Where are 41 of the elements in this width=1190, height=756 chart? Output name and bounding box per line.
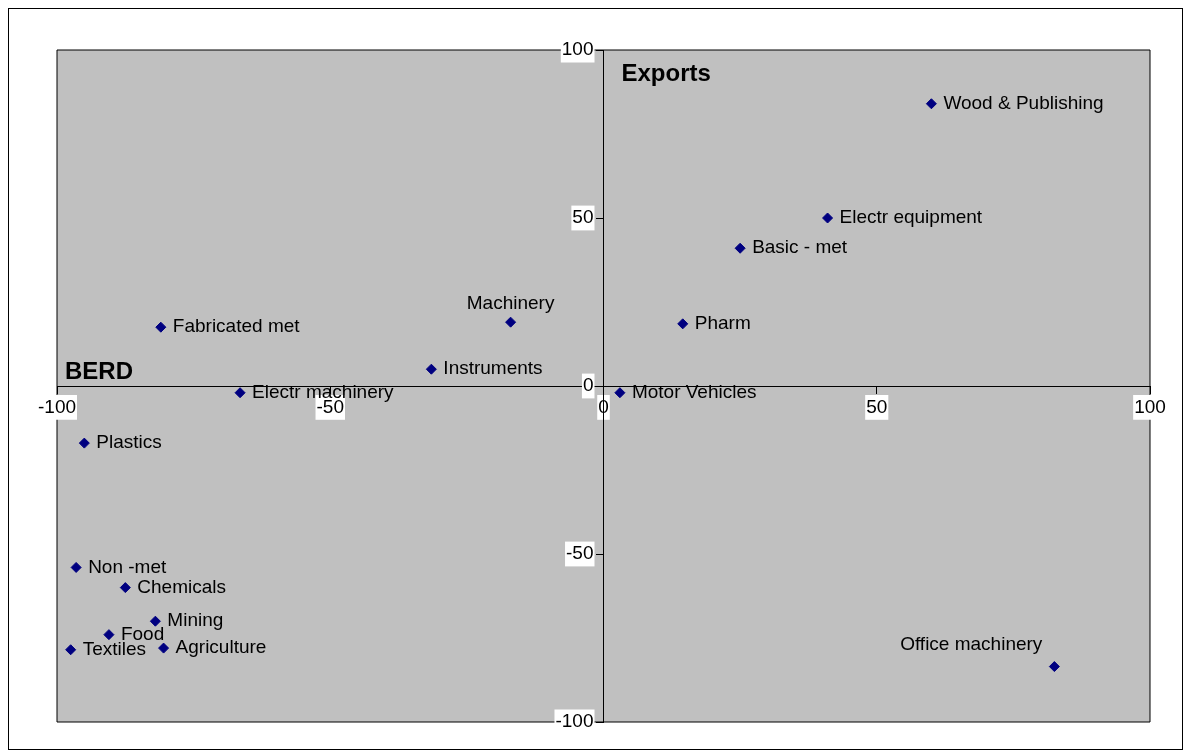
point [103, 629, 115, 641]
data-label: Electr equipment [839, 206, 983, 228]
point [1048, 661, 1060, 673]
point [119, 582, 131, 594]
data-label: Office machinery [900, 632, 1043, 654]
point [234, 387, 246, 399]
data-label: Instruments [443, 357, 543, 379]
x-axis-title: BERD [65, 356, 134, 384]
point [614, 387, 626, 399]
data-label: Motor Vehicles [631, 380, 757, 402]
point [65, 644, 77, 656]
data-label: Agriculture [175, 636, 267, 658]
data-label: Machinery [466, 292, 555, 314]
x-tick-label: 100 [1134, 395, 1166, 417]
point [734, 242, 746, 254]
data-label: Basic - met [752, 236, 848, 258]
x-tick-label: 50 [866, 395, 888, 417]
data-label: Mining [167, 609, 224, 631]
y-tick-label: 0 [582, 374, 594, 396]
y-tick-label: -50 [566, 542, 594, 564]
y-axis-title: Exports [621, 58, 711, 86]
point [70, 561, 82, 573]
data-label: Non -met [88, 555, 167, 577]
x-tick-label: -100 [37, 395, 77, 417]
point [425, 363, 437, 375]
data-label: Pharm [694, 312, 751, 334]
point [158, 642, 170, 654]
data-label: Chemicals [137, 575, 227, 597]
y-tick-label: 100 [561, 38, 594, 60]
point [149, 615, 161, 627]
point [925, 98, 937, 110]
y-tick-label: 50 [572, 206, 594, 228]
point [822, 212, 834, 224]
point [677, 318, 689, 330]
point [505, 316, 517, 328]
data-label: Wood & Publishing [943, 91, 1104, 113]
data-label: Plastics [96, 431, 162, 453]
y-tick-label: -100 [555, 710, 594, 732]
point [78, 437, 90, 449]
data-label: Fabricated met [172, 315, 301, 337]
point [155, 321, 167, 333]
